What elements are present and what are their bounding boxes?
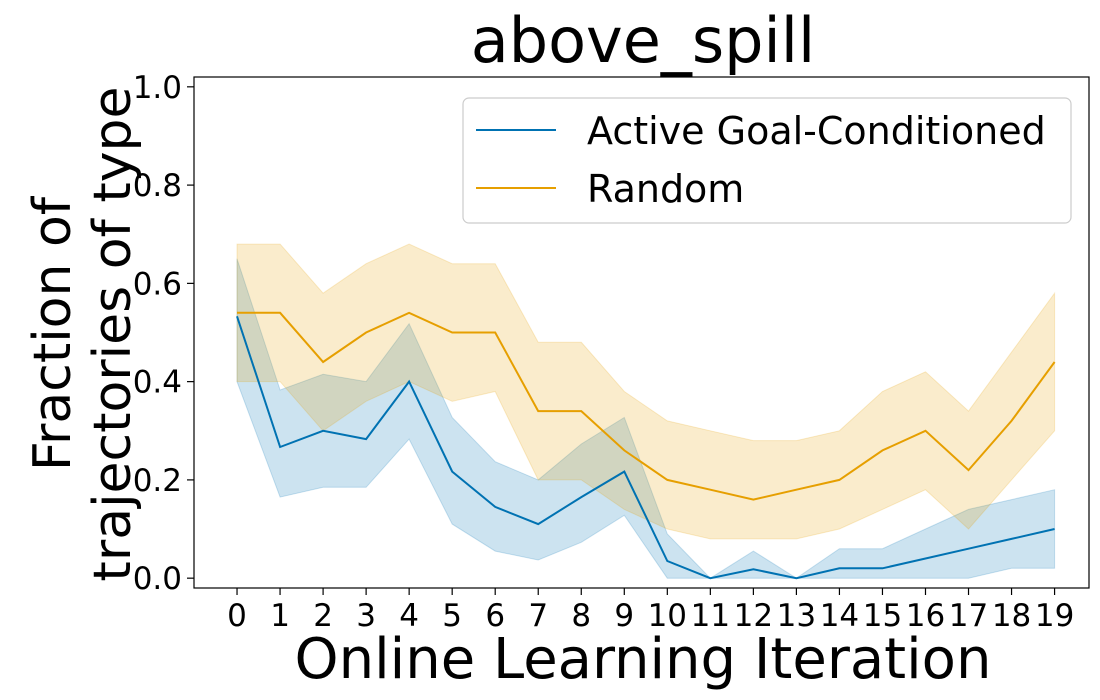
- x-tick-label: 5: [442, 598, 462, 634]
- y-tick-label: 1.0: [133, 70, 182, 106]
- series-lines: [236, 311, 1056, 580]
- y-axis-label-line-2: trajectories of type: [83, 86, 143, 581]
- x-tick-label: 10: [648, 598, 687, 634]
- x-tick-label: 4: [399, 598, 419, 634]
- x-tick-label: 16: [906, 598, 945, 634]
- x-tick-label: 15: [863, 598, 902, 634]
- legend-label-random: Random: [587, 167, 744, 211]
- y-tick-label: 0.8: [133, 168, 182, 204]
- x-tick-label: 3: [356, 598, 376, 634]
- x-tick-label: 0: [227, 598, 247, 634]
- x-axis-label: Online Learning Iteration: [295, 627, 992, 692]
- x-tick-label: 19: [1035, 598, 1074, 634]
- x-tick-label: 17: [949, 598, 988, 634]
- y-axis-label: Fraction of trajectories of type: [23, 86, 143, 581]
- y-tick-label: 0.6: [133, 266, 182, 302]
- legend-frame: [462, 97, 1072, 224]
- x-tick-label: 1: [270, 598, 290, 634]
- x-tick-label: 9: [614, 598, 634, 634]
- y-tick-label: 0.4: [133, 365, 182, 401]
- y-axis-ticks: 0.0 0.2 0.4 0.6 0.8 1.0: [133, 70, 194, 597]
- x-tick-label: 2: [313, 598, 333, 634]
- legend: Active Goal-Conditioned Random: [462, 97, 1072, 224]
- x-tick-label: 14: [820, 598, 859, 634]
- y-tick-label: 0.2: [133, 463, 182, 499]
- line-random: [237, 311, 1056, 501]
- x-tick-label: 8: [571, 598, 591, 634]
- band-random: [236, 243, 1056, 540]
- x-tick-label: 11: [691, 598, 730, 634]
- band-active-goal-conditioned: [236, 258, 1056, 579]
- x-tick-label: 7: [528, 598, 548, 634]
- x-tick-label: 12: [734, 598, 773, 634]
- legend-label-active-goal-conditioned: Active Goal-Conditioned: [587, 109, 1046, 153]
- y-tick-label: 0.0: [133, 561, 182, 597]
- x-tick-label: 18: [992, 598, 1031, 634]
- confidence-bands: [236, 243, 1056, 579]
- chart-title: above_spill: [471, 4, 815, 77]
- x-tick-label: 6: [485, 598, 505, 634]
- y-axis-label-line-1: Fraction of: [23, 195, 83, 471]
- x-axis-ticks: 0 1 2 3 4 5 6 7 8 9 10 11 12 13 14 15 16 17 18 19: [227, 588, 1074, 634]
- x-tick-label: 13: [777, 598, 816, 634]
- line-active-goal-conditioned: [236, 315, 1055, 580]
- plot-frame: [193, 76, 1090, 589]
